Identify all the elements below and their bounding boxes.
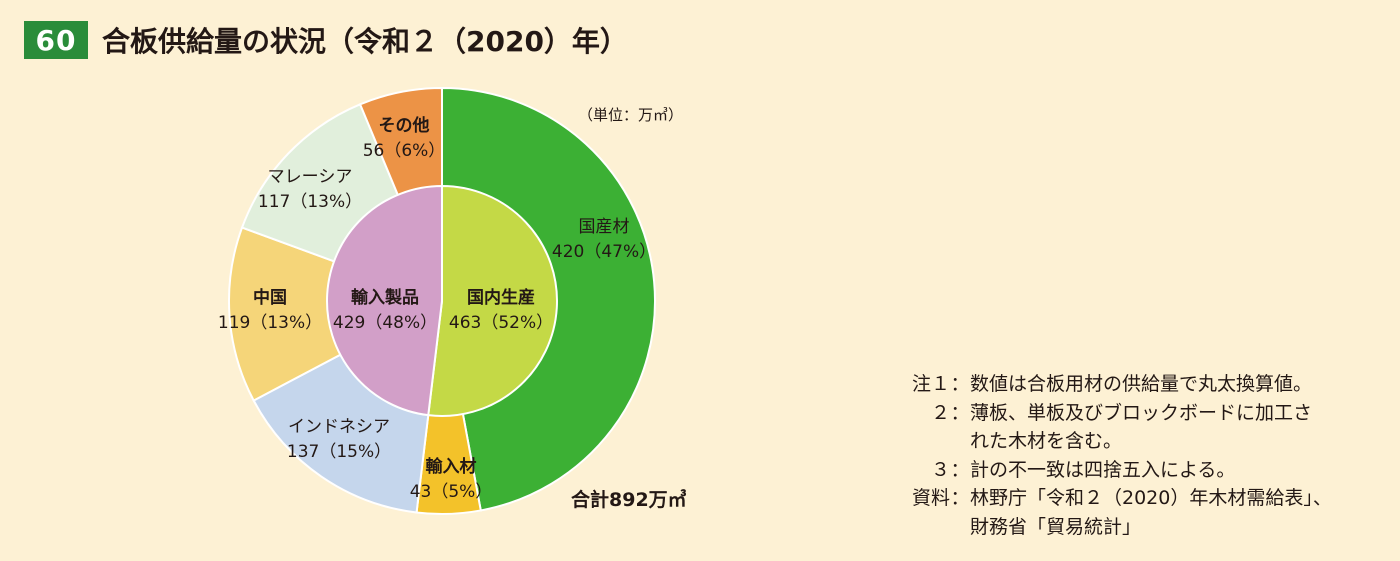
inner-label-1-value: 429（48%） (333, 313, 437, 333)
inner-slice-0 (427, 184, 558, 417)
note-label: 資料 (911, 487, 950, 509)
outer-label-3-name: 中国 (253, 287, 287, 308)
note-text-continued: れた木材を含む。 (970, 430, 1123, 452)
outer-label-1-value: 43（5%） (410, 482, 493, 502)
note-label: ２ (930, 401, 950, 424)
note-text: 林野庁「令和２（2020）年木材需給表」、 (970, 487, 1332, 509)
note-text-continued: 財務省「貿易統計」 (970, 515, 1142, 538)
note-text: 数値は合板用材の供給量で丸太換算値。 (970, 373, 1313, 395)
note-separator: ： (950, 401, 970, 424)
note-3: ３ ： 計の不一致は四捨五入による。 (886, 456, 1332, 485)
chart-title: 合板供給量の状況（令和２（2020）年） (102, 25, 628, 58)
inner-label-0: 国内生産 463（52%） (449, 287, 553, 333)
note-label: 注１ (911, 373, 950, 395)
outer-label-1-name: 輸入材 (426, 456, 477, 477)
note-label: ３ (930, 458, 950, 481)
outer-label-3: 中国 119（13%） (218, 287, 322, 333)
total-label: 合計892万㎥ (571, 489, 687, 511)
outer-label-2-value: 137（15%） (287, 442, 391, 462)
outer-label-5-value: 56（6%） (363, 141, 446, 161)
outer-label-4: マレーシア 117（13%） (258, 167, 362, 212)
note-2: ２ ： 薄板、単板及びブロックボードに加工さ (886, 399, 1332, 428)
outer-label-2-name: インドネシア (288, 417, 390, 437)
notes: 注１ ： 数値は合板用材の供給量で丸太換算値。 ２ ： 薄板、単板及びブロックボ… (886, 370, 1332, 541)
outer-label-4-value: 117（13%） (258, 192, 362, 212)
note-text: 薄板、単板及びブロックボードに加工さ (970, 401, 1313, 424)
outer-label-5-name: その他 (379, 115, 430, 136)
note-separator: ： (950, 487, 970, 509)
note-separator: ： (950, 373, 970, 395)
outer-label-3-value: 119（13%） (218, 313, 322, 333)
inner-ring (326, 184, 558, 417)
note-1: 注１ ： 数値は合板用材の供給量で丸太換算値。 (886, 370, 1332, 399)
outer-label-4-name: マレーシア (268, 167, 353, 187)
inner-label-0-value: 463（52%） (449, 313, 553, 333)
outer-label-1: 輸入材 43（5%） (410, 456, 493, 502)
outer-label-5: その他 56（6%） (363, 115, 446, 161)
outer-label-0: 国産材 420（47%） (552, 217, 656, 262)
inner-label-1-name: 輸入製品 (351, 287, 419, 308)
inner-label-0-name: 国内生産 (467, 287, 535, 308)
unit-label: （単位：万㎥） (578, 106, 684, 124)
outer-label-0-value: 420（47%） (552, 242, 656, 262)
outer-label-0-name: 国産材 (579, 217, 630, 237)
inner-label-1: 輸入製品 429（48%） (333, 287, 437, 333)
figure-header: 60 合板供給量の状況（令和２（2020）年） (24, 20, 628, 60)
note-text: 計の不一致は四捨五入による。 (970, 458, 1236, 481)
figure-number-badge: 60 (24, 21, 88, 59)
inner-slice-1 (326, 184, 443, 417)
note-separator: ： (950, 458, 970, 481)
note-source: 資料 ： 林野庁「令和２（2020）年木材需給表」、 (886, 484, 1332, 513)
outer-label-2: インドネシア 137（15%） (287, 417, 391, 462)
chart-labels: 国産材 420（47%） 輸入材 43（5%） インドネシア 137（15%） 中国 119（… (218, 115, 656, 502)
